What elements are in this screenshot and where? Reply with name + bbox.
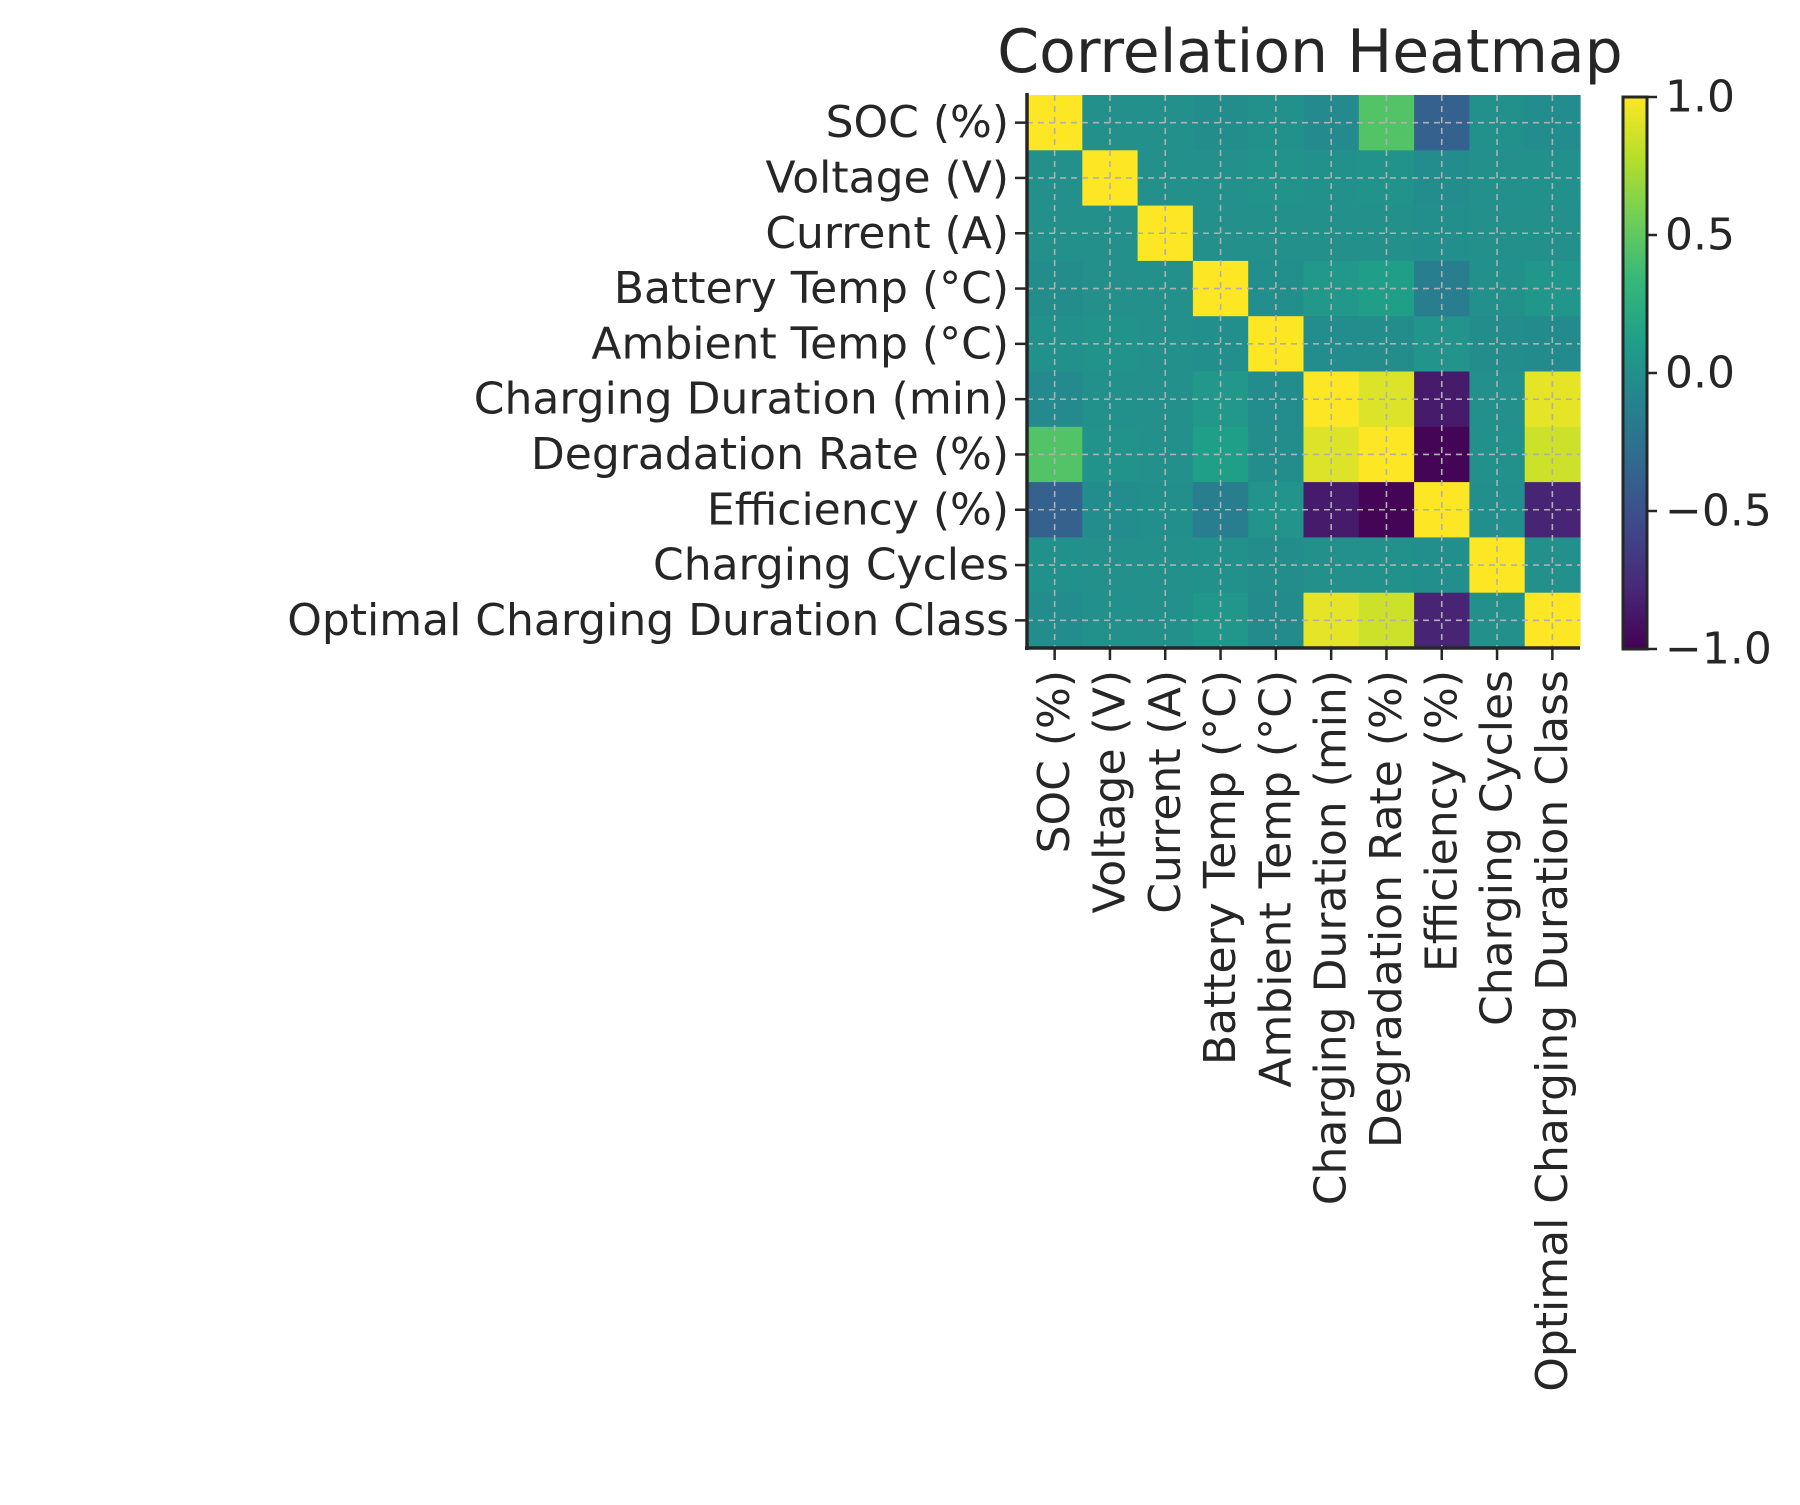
x-tick-label: Voltage (V) [1084, 670, 1135, 913]
y-tick-label: Battery Temp (°C) [614, 263, 1009, 314]
y-tick-label: Efficiency (%) [707, 484, 1009, 535]
y-tick-label: Charging Cycles [653, 540, 1009, 591]
colorbar: 1.0 0.5 0.0 −0.5 −1.0 [1621, 72, 1772, 675]
y-tick-label: Voltage (V) [766, 152, 1009, 203]
heatmap-gridlines [1027, 95, 1580, 648]
x-tick-label: SOC (%) [1029, 670, 1080, 853]
colorbar-tick-label: 0.5 [1665, 210, 1735, 261]
x-tick-label: Ambient Temp (°C) [1250, 670, 1301, 1088]
colorbar-gradient [1621, 95, 1649, 651]
x-tick-label: Charging Duration (min) [1306, 670, 1357, 1205]
y-tick-label: Optimal Charging Duration Class [287, 595, 1009, 646]
x-tick-label: Optimal Charging Duration Class [1527, 670, 1578, 1392]
colorbar-tick-label: 0.0 [1665, 348, 1735, 399]
chart-title: Correlation Heatmap [997, 17, 1623, 87]
colorbar-tick-label: −0.5 [1665, 486, 1772, 537]
x-tick-labels: SOC (%) Voltage (V) Current (A) Battery Tem… [1029, 670, 1578, 1392]
y-tick-label: Degradation Rate (%) [531, 429, 1009, 480]
y-tick-label: SOC (%) [826, 97, 1009, 148]
y-tick-label: Ambient Temp (°C) [591, 318, 1009, 369]
x-tick-label: Charging Cycles [1472, 670, 1523, 1026]
y-tick-label: Current (A) [765, 208, 1009, 259]
colorbar-tick-label: 1.0 [1665, 72, 1735, 123]
x-tick-label: Degradation Rate (%) [1361, 670, 1412, 1148]
y-tick-label: Charging Duration (min) [474, 374, 1009, 425]
x-tick-label: Current (A) [1140, 670, 1191, 914]
heatmap-axes [1015, 93, 1580, 660]
x-tick-label: Efficiency (%) [1416, 670, 1467, 972]
x-tick-label: Battery Temp (°C) [1195, 670, 1246, 1065]
colorbar-tick-label: −1.0 [1665, 624, 1772, 675]
y-tick-labels: SOC (%)Voltage (V)Current (A)Battery Tem… [287, 97, 1009, 646]
